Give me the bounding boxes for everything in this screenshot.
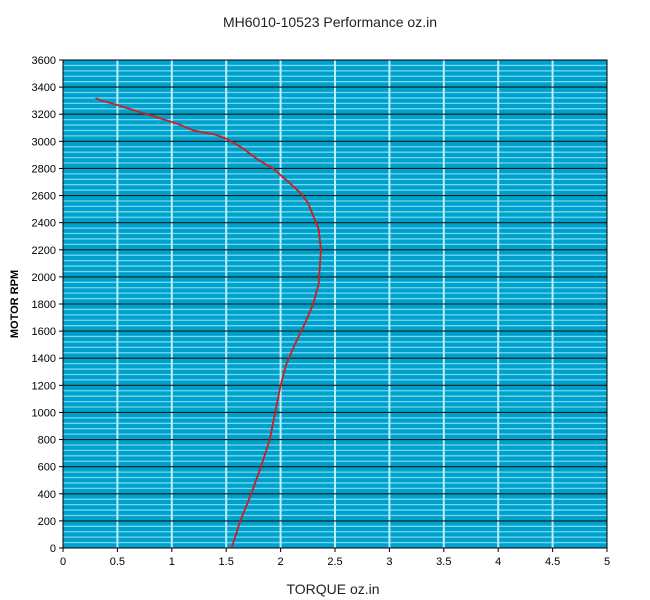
x-axis-label: TORQUE oz.in bbox=[286, 581, 379, 597]
x-tick-label: 0 bbox=[60, 556, 66, 568]
x-axis-ticks: 0 0.5 1 1.5 2 2.5 3 3.5 4 4.5 5 bbox=[60, 548, 610, 568]
y-tick-label: 3000 bbox=[32, 136, 56, 148]
y-tick-label: 3200 bbox=[32, 109, 56, 121]
y-tick-label: 1600 bbox=[32, 326, 56, 338]
y-tick-label: 2600 bbox=[32, 191, 56, 203]
y-tick-label: 2800 bbox=[32, 163, 56, 175]
y-tick-label: 3400 bbox=[32, 82, 56, 94]
performance-curve bbox=[95, 97, 322, 549]
y-tick-label: 1200 bbox=[32, 380, 56, 392]
y-tick-label: 200 bbox=[38, 516, 56, 528]
y-tick-label: 2000 bbox=[32, 272, 56, 284]
y-tick-label: 600 bbox=[38, 462, 56, 474]
x-tick-label: 3 bbox=[386, 556, 392, 568]
y-tick-label: 1400 bbox=[32, 353, 56, 365]
y-tick-label: 3600 bbox=[32, 55, 56, 67]
y-tick-label: 1800 bbox=[32, 299, 56, 311]
x-tick-label: 2.5 bbox=[327, 556, 342, 568]
x-tick-label: 4.5 bbox=[545, 556, 560, 568]
y-tick-label: 1000 bbox=[32, 407, 56, 419]
y-tick-label: 400 bbox=[38, 489, 56, 501]
y-axis-label: MOTOR RPM bbox=[9, 270, 21, 338]
x-tick-label: 3.5 bbox=[436, 556, 451, 568]
chart-title: MH6010-10523 Performance oz.in bbox=[223, 14, 437, 30]
x-tick-label: 5 bbox=[604, 556, 610, 568]
y-tick-label: 2200 bbox=[32, 245, 56, 257]
x-tick-label: 4 bbox=[495, 556, 501, 568]
x-tick-label: 1 bbox=[169, 556, 175, 568]
major-grid bbox=[63, 86, 607, 522]
x-tick-label: 1.5 bbox=[219, 556, 234, 568]
y-tick-label: 2400 bbox=[32, 218, 56, 230]
y-tick-label: 0 bbox=[50, 543, 56, 555]
x-tick-label: 0.5 bbox=[110, 556, 125, 568]
y-axis-ticks: 0 200 400 600 800 1000 1200 1400 1600 1800 2000 220… bbox=[32, 55, 63, 555]
x-tick-label: 2 bbox=[278, 556, 284, 568]
y-tick-label: 800 bbox=[38, 435, 56, 447]
